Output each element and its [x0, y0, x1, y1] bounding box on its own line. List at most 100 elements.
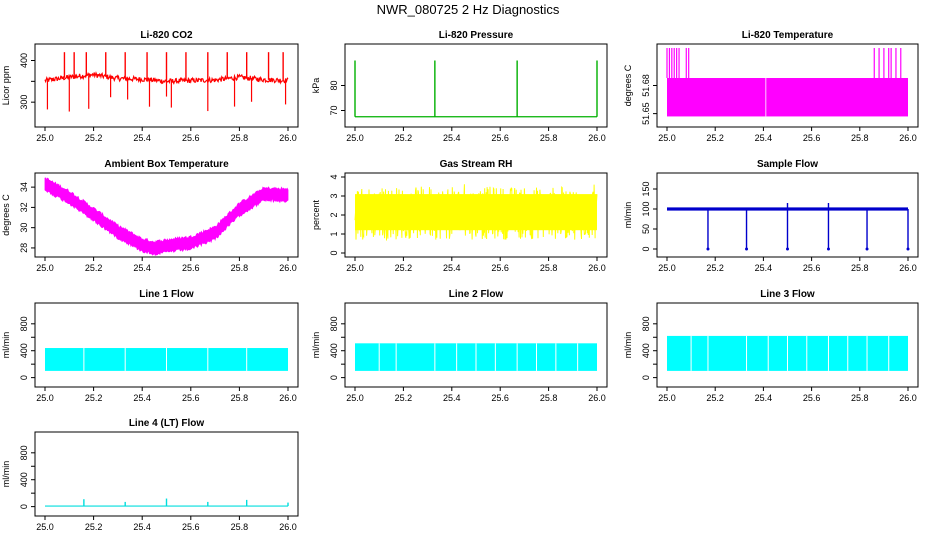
x-tick-label: 25.8 [231, 522, 249, 532]
panel-title: Li-820 CO2 [140, 30, 193, 41]
x-tick-label: 25.6 [803, 133, 821, 143]
x-tick-label: 25.2 [706, 133, 724, 143]
x-tick-label: 26.0 [588, 393, 606, 403]
y-axis-label: ml/min [623, 202, 633, 229]
x-tick-label: 25.6 [491, 133, 509, 143]
y-tick-label: 50 [641, 224, 651, 234]
series-band [44, 177, 289, 256]
x-tick-label: 25.8 [851, 133, 869, 143]
plot-area [45, 498, 289, 507]
panel-title: Line 4 (LT) Flow [129, 418, 205, 429]
x-tick-label: 26.0 [279, 393, 297, 403]
x-tick-label: 25.2 [85, 393, 103, 403]
plot-frame [656, 172, 919, 258]
x-tick-label: 25.4 [133, 263, 151, 273]
panel-4: Ambient Box Temperature degrees C 25.0 25.2… [1, 159, 299, 273]
panel-10: Line 4 (LT) Flow ml/min 25.0 25.2 25.4 25.6 25… [1, 418, 299, 532]
x-tick-label: 25.4 [755, 263, 773, 273]
x-tick-label: 25.0 [36, 522, 54, 532]
x-tick-label: 26.0 [899, 133, 917, 143]
x-tick-label: 26.0 [279, 133, 297, 143]
x-tick-label: 25.8 [851, 263, 869, 273]
panel-9: Line 3 Flow ml/min 25.0 25.2 25.4 25.6 25.8 26.… [623, 289, 919, 403]
x-tick-label: 25.2 [395, 393, 413, 403]
x-tick-label: 25.0 [346, 133, 364, 143]
y-tick-label: 100 [641, 201, 651, 216]
y-tick-label: 51.68 [641, 74, 651, 97]
series-line [354, 184, 598, 241]
x-tick-label: 25.4 [133, 522, 151, 532]
plot-area [44, 52, 289, 112]
x-tick-label: 25.8 [231, 133, 249, 143]
x-tick-label: 25.6 [803, 393, 821, 403]
plot-area [667, 203, 910, 251]
x-tick-label: 25.0 [36, 393, 54, 403]
x-tick-label: 25.6 [803, 263, 821, 273]
x-tick-label: 25.0 [658, 133, 676, 143]
panel-title: Line 1 Flow [139, 289, 194, 300]
x-tick-label: 26.0 [279, 522, 297, 532]
x-tick-label: 25.8 [851, 393, 869, 403]
y-tick-label: 800 [641, 316, 651, 331]
panel-7: Line 1 Flow ml/min 25.0 25.2 25.4 25.6 25.8 26.… [1, 289, 299, 403]
plot-area [355, 343, 597, 371]
panel-title: Sample Flow [757, 159, 818, 170]
x-tick-label: 25.2 [395, 133, 413, 143]
x-tick-label: 25.4 [133, 393, 151, 403]
x-tick-label: 26.0 [279, 263, 297, 273]
x-tick-label: 25.8 [540, 393, 558, 403]
y-tick-label: 1 [329, 231, 339, 236]
plot-area [354, 184, 598, 241]
panel-1: Li-820 CO2 Licor ppm 25.0 25.2 25.4 25.6 25.8 2… [1, 30, 299, 143]
x-tick-label: 25.4 [755, 133, 773, 143]
plot-area [45, 348, 288, 371]
panel-6: Sample Flow ml/min 25.0 25.2 25.4 25.6 25.8 26.… [623, 159, 919, 273]
plot-area [666, 48, 908, 117]
x-tick-label: 25.0 [36, 133, 54, 143]
x-tick-label: 25.2 [706, 393, 724, 403]
y-tick-label: 0 [641, 375, 651, 380]
x-tick-label: 25.4 [443, 393, 461, 403]
y-axis-label: degrees C [1, 194, 11, 236]
panel-3: Li-820 Temperature degrees C 25.0 25.2 25.4 2… [623, 30, 919, 143]
y-axis-label: ml/min [1, 332, 11, 359]
y-tick-label: 70 [329, 105, 339, 115]
x-tick-label: 26.0 [588, 133, 606, 143]
y-tick-label: 0 [19, 504, 29, 509]
plot-frame [34, 431, 299, 517]
panel-5: Gas Stream RH percent 25.0 25.2 25.4 25.6 25.8… [311, 159, 608, 273]
y-axis-label: Licor ppm [1, 66, 11, 106]
x-tick-label: 25.2 [85, 263, 103, 273]
x-tick-label: 26.0 [899, 263, 917, 273]
x-tick-label: 25.0 [658, 393, 676, 403]
x-tick-label: 25.6 [491, 263, 509, 273]
y-tick-label: 800 [329, 316, 339, 331]
y-tick-label: 800 [19, 445, 29, 460]
y-axis-label: ml/min [623, 332, 633, 359]
x-tick-label: 25.8 [231, 393, 249, 403]
y-tick-label: 0 [641, 246, 651, 251]
y-tick-label: 400 [19, 343, 29, 358]
y-axis-label: kPa [311, 78, 321, 94]
x-tick-label: 25.6 [182, 393, 200, 403]
y-tick-label: 300 [19, 95, 29, 110]
y-tick-label: 32 [19, 202, 29, 212]
x-tick-label: 25.2 [706, 263, 724, 273]
panel-title: Line 2 Flow [449, 289, 504, 300]
x-tick-label: 26.0 [899, 393, 917, 403]
plot-frame [656, 302, 919, 388]
dip-point [865, 247, 869, 251]
dip-point [826, 247, 830, 251]
y-axis-label: percent [311, 199, 321, 230]
y-tick-label: 30 [19, 223, 29, 233]
x-tick-label: 25.4 [755, 393, 773, 403]
y-tick-label: 400 [329, 343, 339, 358]
x-tick-label: 25.0 [346, 263, 364, 273]
y-tick-label: 0 [19, 375, 29, 380]
panel-title: Li-820 Temperature [742, 30, 834, 41]
dip-point [906, 247, 910, 251]
panel-title: Gas Stream RH [440, 159, 513, 170]
y-tick-label: 400 [19, 472, 29, 487]
